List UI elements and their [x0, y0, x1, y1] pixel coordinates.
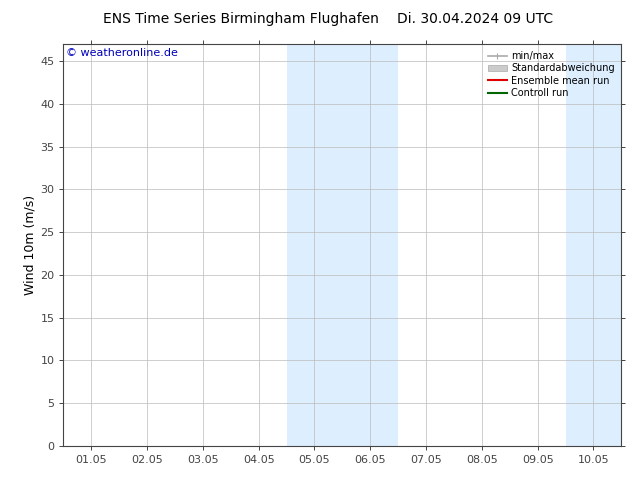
Text: ENS Time Series Birmingham Flughafen: ENS Time Series Birmingham Flughafen [103, 12, 379, 26]
Bar [566, 44, 621, 446]
Y-axis label: Wind 10m (m/s): Wind 10m (m/s) [23, 195, 36, 295]
Legend: min/max, Standardabweichung, Ensemble mean run, Controll run: min/max, Standardabweichung, Ensemble me… [486, 49, 616, 100]
Bar [287, 44, 398, 446]
Text: © weatheronline.de: © weatheronline.de [66, 48, 178, 58]
Text: Di. 30.04.2024 09 UTC: Di. 30.04.2024 09 UTC [398, 12, 553, 26]
